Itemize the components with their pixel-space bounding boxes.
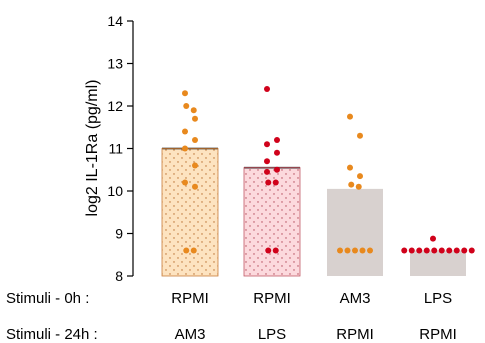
data-point [265,179,272,186]
bar-pattern [244,167,300,276]
data-point [344,247,351,254]
data-point [274,137,280,143]
data-point [408,247,415,254]
data-point [357,173,363,180]
data-point [182,179,188,186]
data-point [367,247,373,254]
category-0h-label: RPMI [253,290,291,307]
data-point [274,149,280,156]
bar-outline [161,148,219,277]
category-0h-label: AM3 [340,290,371,307]
category-0h-label: RPMI [171,290,209,307]
data-point [182,128,188,135]
y-tick-label: 13 [107,56,123,72]
data-point [182,145,188,152]
data-point [183,103,190,109]
data-point [274,166,280,173]
data-point [438,247,445,254]
data-point [192,162,198,169]
y-tick-label: 10 [107,183,123,199]
category-24h-label: AM3 [175,326,206,343]
data-point [182,90,188,97]
data-point [190,107,197,114]
data-point [192,183,198,190]
data-point [461,247,468,254]
category-24h-label: LPS [258,326,286,343]
data-point [348,181,355,188]
data-point [264,86,270,92]
data-point [272,179,279,186]
data-point [265,247,272,254]
data-point [359,247,366,254]
y-axis: 8 9 10 11 12 13 14 [107,13,134,284]
data-point [401,247,408,254]
bar-outline [243,167,301,277]
category-24h-label: RPMI [336,326,374,343]
y-tick-label: 8 [115,268,123,284]
y-tick-label: 12 [107,98,123,114]
bar-pattern [162,148,218,276]
data-point [416,247,423,254]
data-point [272,247,279,254]
data-point [468,247,475,254]
data-point [357,132,363,139]
data-point [453,247,460,254]
data-points [182,86,475,254]
stimuli-labels: Stimuli - 0h : Stimuli - 24h : RPMI AM3 RPMI… [6,290,457,343]
data-point [192,115,198,122]
bar-3 [327,188,383,276]
data-point [355,183,362,190]
data-point [264,168,270,175]
data-point [446,247,453,254]
data-point [337,247,343,254]
stimuli-24h-label: Stimuli - 24h : [6,326,98,343]
y-axis-title: log2 IL-1Ra (pg/ml) [84,80,101,217]
data-point [347,164,353,171]
bar-4 [410,250,466,276]
y-tick-label: 9 [115,226,123,242]
data-point [431,247,438,254]
y-tick-label: 14 [107,13,123,29]
data-point [190,247,197,254]
data-point [430,235,436,242]
y-tick-label: 11 [108,141,123,157]
category-24h-label: RPMI [419,326,457,343]
data-point [264,141,270,148]
data-point [423,247,430,254]
bars [161,147,466,277]
category-0h-label: LPS [424,290,452,307]
data-point [347,113,353,120]
data-point [352,247,358,254]
data-point [192,137,198,143]
data-point [183,247,190,254]
data-point [264,158,270,165]
stimuli-0h-label: Stimuli - 0h : [6,290,89,307]
